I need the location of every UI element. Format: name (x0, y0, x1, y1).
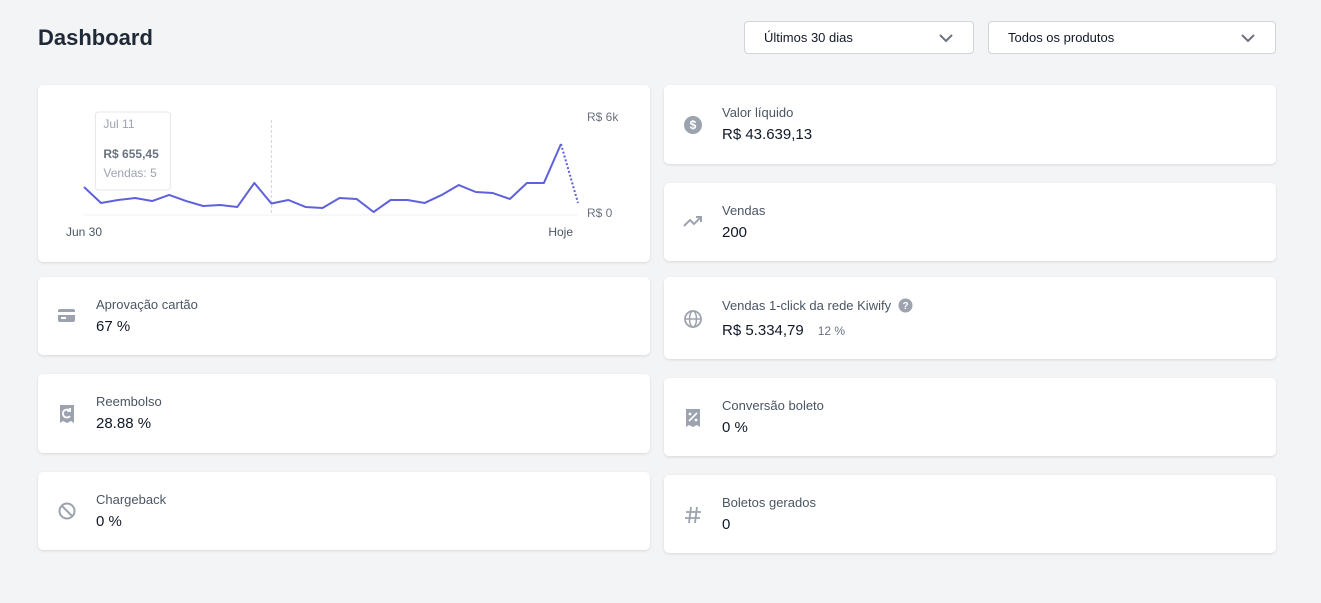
page-title: Dashboard (38, 25, 153, 50)
trend-icon (683, 216, 702, 227)
tooltip (94, 111, 171, 191)
globe-icon (684, 310, 702, 328)
hash-icon (685, 506, 701, 524)
period-select-text: Últimos 30 dias (764, 30, 853, 45)
stat-value: 0 (722, 516, 731, 533)
stat-label: Vendas (722, 203, 766, 218)
sales-line-partial (560, 143, 579, 204)
money-icon: $ (684, 116, 702, 134)
stat-label: Vendas 1-click da rede Kiwify ? (722, 298, 913, 313)
stat-value: 67 % (96, 318, 131, 335)
y-tick-label: R$ 0 (587, 206, 613, 220)
stat-card: Boletos gerados 0 (664, 475, 1276, 553)
stat-card: Chargeback 0 % (38, 472, 650, 550)
chevron (1241, 34, 1255, 43)
y-tick-label: R$ 6k (587, 110, 619, 124)
tooltip-title: Jul 11 (103, 117, 134, 131)
stat-card: $ Valor líquido R$ 43.639,13 (664, 85, 1276, 164)
help-icon[interactable]: ? (898, 298, 913, 313)
chart: R$ 0 R$ 6k Jun 30 Hoje Jul 11 R$ 655,45 Vendas… (66, 110, 619, 239)
period-select[interactable]: Últimos 30 dias (744, 21, 974, 54)
stat-value: 28.88 % (96, 415, 152, 432)
stat-label-text: Vendas 1-click da rede Kiwify (722, 298, 892, 313)
refund-icon (60, 405, 74, 423)
chart-card: R$ 0 R$ 6k Jun 30 Hoje Jul 11 R$ 655,45 Vendas… (38, 85, 650, 262)
product-select-text: Todos os produtos (1008, 30, 1115, 45)
product-select[interactable]: Todos os produtos (988, 21, 1276, 54)
stat-card: Conversão boleto 0 % (664, 378, 1276, 456)
svg-text:?: ? (902, 301, 908, 312)
tooltip-detail: Vendas: 5 (103, 166, 157, 180)
stat-label: Valor líquido (722, 105, 794, 120)
x-tick-label: Jun 30 (66, 225, 102, 239)
stat-value: R$ 5.334,79 12 % (722, 322, 845, 339)
stat-label: Reembolso (96, 394, 162, 409)
stat-label: Conversão boleto (722, 398, 824, 413)
stat-share: 12 % (817, 324, 846, 338)
stat-card: Vendas 200 (664, 183, 1276, 261)
x-tick-label: Hoje (548, 225, 573, 239)
svg-text:$: $ (690, 118, 697, 132)
stat-value: 0 % (96, 513, 122, 530)
stat-value: 200 (722, 224, 748, 241)
stat-card: Reembolso 28.88 % (38, 374, 650, 453)
stat-label: Aprovação cartão (96, 297, 198, 312)
block-icon (58, 502, 76, 520)
sales-line (83, 143, 562, 213)
stat-label: Boletos gerados (722, 495, 816, 510)
stat-value-text: R$ 5.334,79 (722, 322, 804, 339)
card-icon (58, 309, 75, 322)
chevron (939, 34, 953, 43)
stat-card: Vendas 1-click da rede Kiwify ? R$ 5.334… (664, 277, 1276, 359)
receipt-icon (686, 409, 700, 427)
tooltip-value: R$ 655,45 (103, 147, 159, 161)
stat-value: 0 % (722, 419, 748, 436)
stat-value: R$ 43.639,13 (722, 126, 813, 143)
stat-label: Chargeback (96, 492, 167, 507)
stat-card: Aprovação cartão 67 % (38, 277, 650, 355)
